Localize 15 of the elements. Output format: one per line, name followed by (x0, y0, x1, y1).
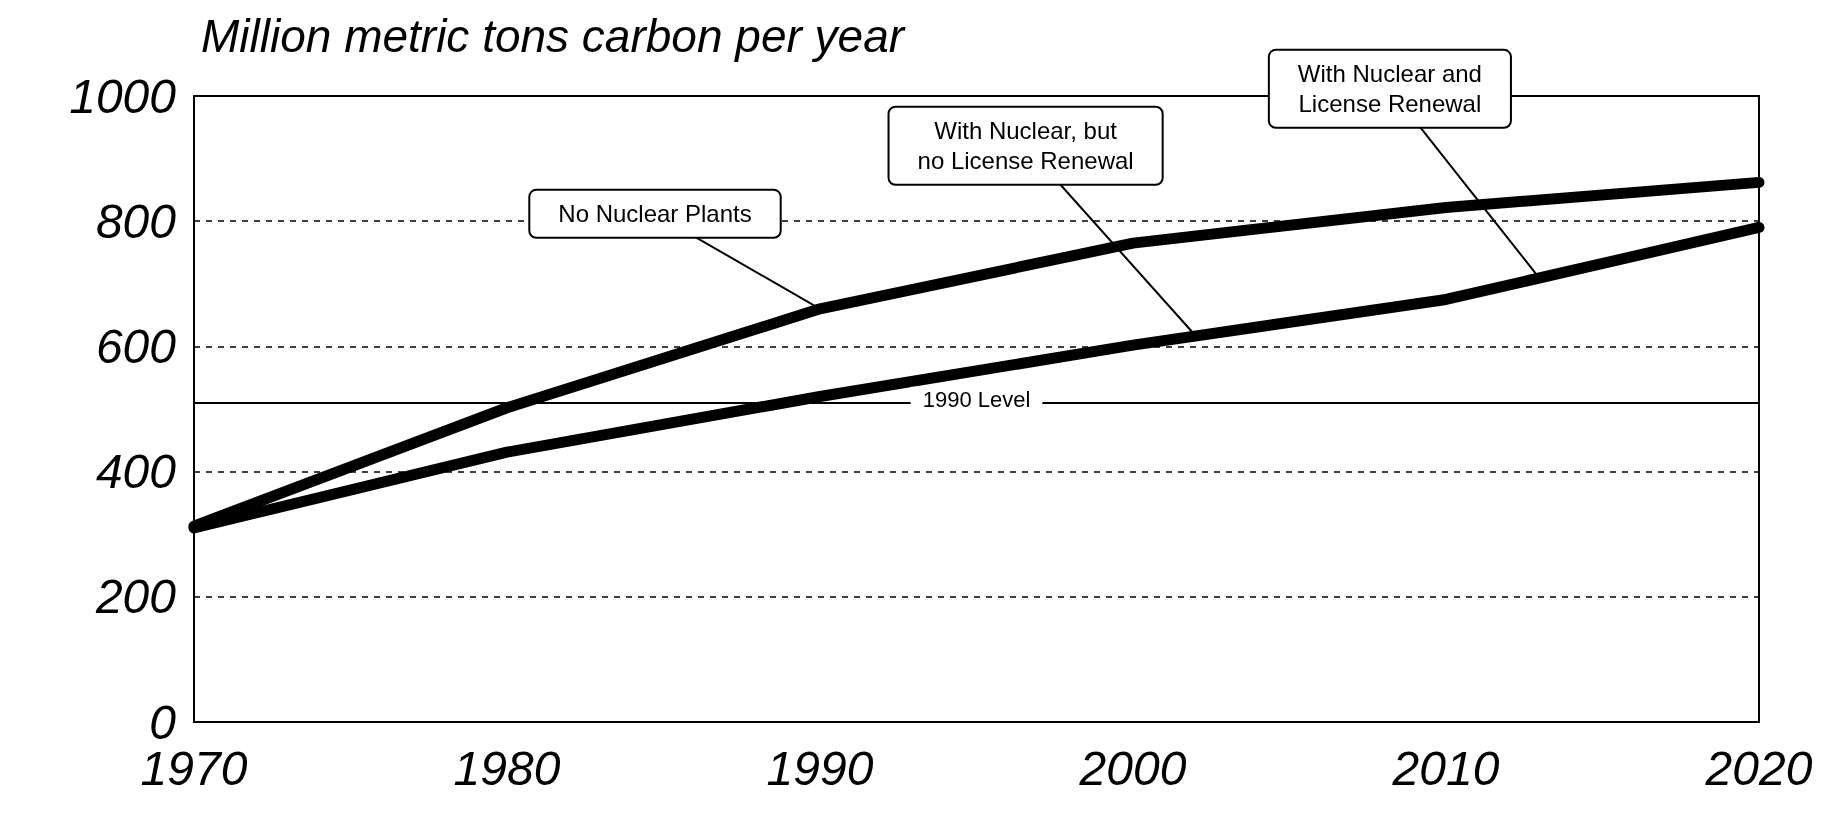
annotation: With Nuclear, but no License Renewal (917, 117, 1134, 175)
y-tick-label: 400 (95, 445, 177, 499)
y-tick-label: 600 (95, 319, 177, 373)
annotation: With Nuclear and License Renewal (1297, 60, 1482, 118)
y-axis-title: Million metric tons carbon per year (201, 10, 906, 62)
x-tick-label: 1990 (766, 741, 874, 795)
x-tick-label: 2010 (1391, 741, 1500, 795)
annotation: No Nuclear Plants (558, 200, 752, 228)
ref-line-label: 1990 Level (922, 387, 1031, 413)
x-tick-label: 2000 (1078, 741, 1187, 795)
y-tick-label: 800 (95, 194, 177, 248)
x-tick-label: 2020 (1704, 741, 1813, 795)
y-tick-label: 1000 (69, 69, 177, 123)
x-tick-label: 1980 (453, 741, 561, 795)
y-tick-label: 200 (94, 570, 177, 624)
